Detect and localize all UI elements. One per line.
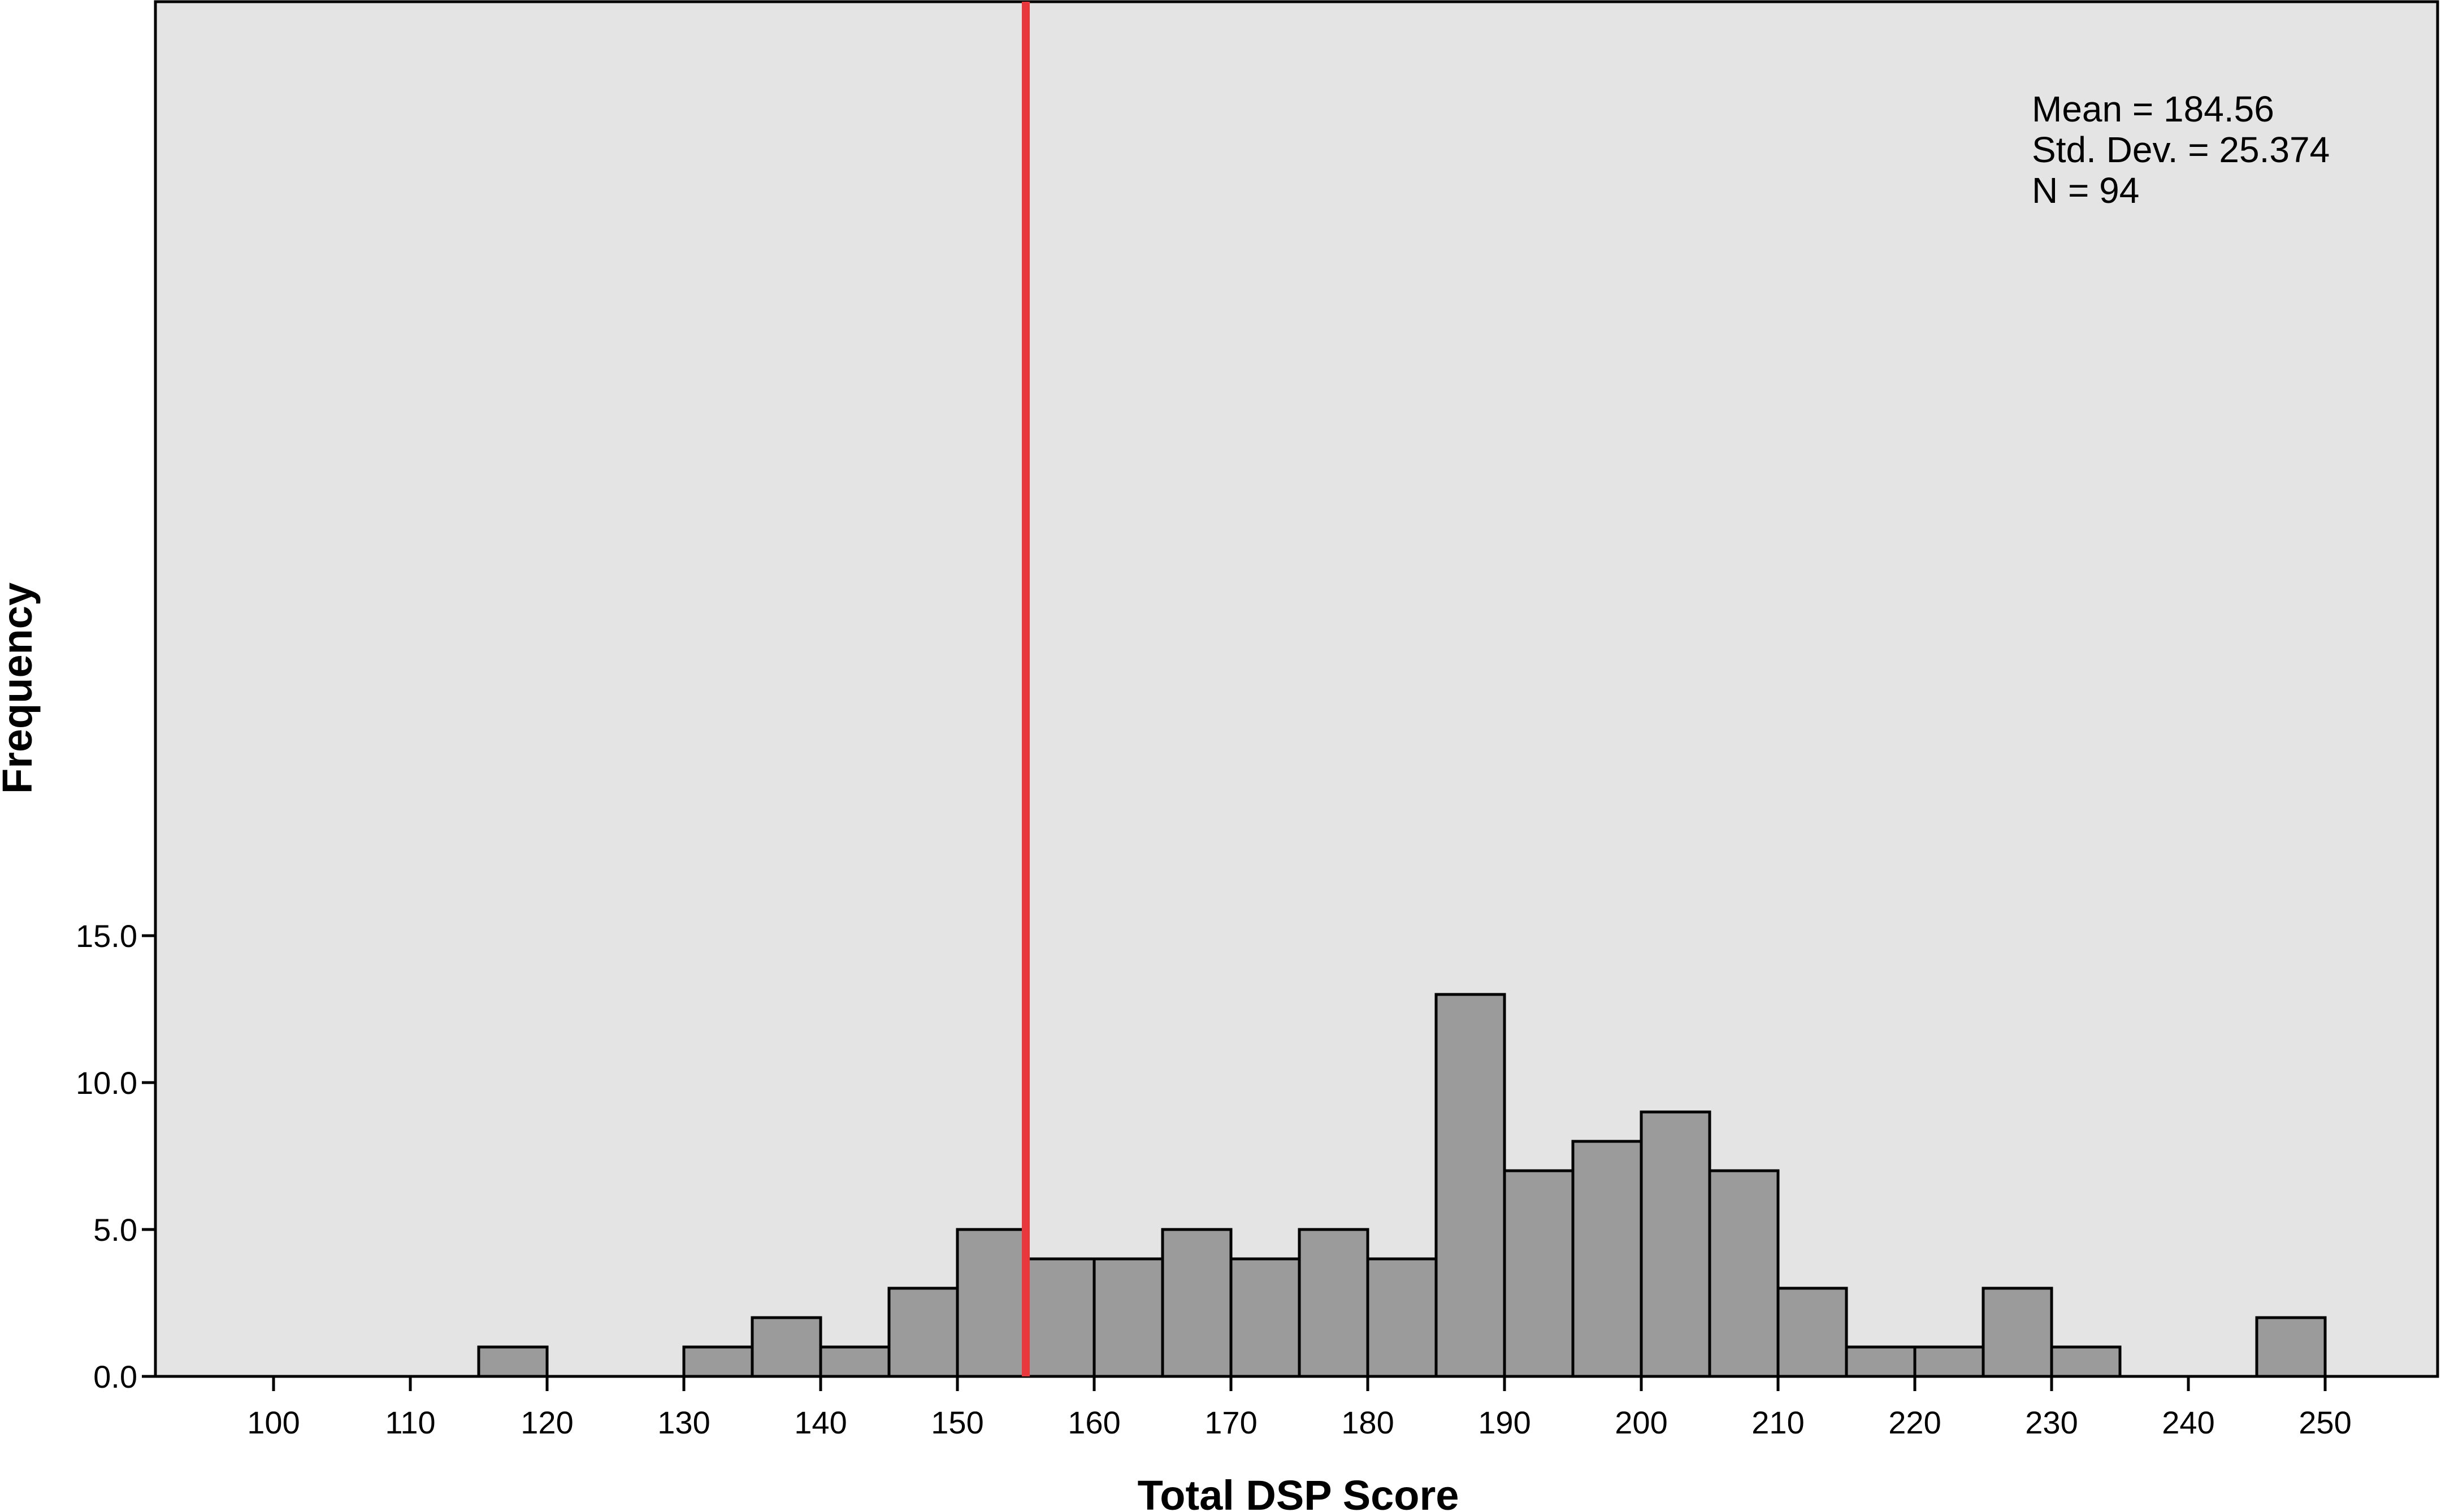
x-tick-label: 200: [1615, 1405, 1667, 1440]
x-tick-label: 250: [2299, 1405, 2351, 1440]
histogram-bar: [1024, 1257, 1096, 1378]
x-axis: 100 110 120 130 140 150 160 170 180 190 200 210 220 2…: [247, 1376, 2352, 1440]
histogram-bar: [1640, 1110, 1711, 1378]
x-tick-label: 220: [1888, 1405, 1941, 1440]
x-tick-label: 170: [1204, 1405, 1257, 1440]
stat-std-dev: Std. Dev. = 25.374: [2032, 129, 2330, 170]
y-tick-label: 0.0: [93, 1359, 137, 1394]
histogram-bar: [2050, 1345, 2122, 1378]
statistics-box: Mean = 184.56 Std. Dev. = 25.374 N = 94: [2032, 89, 2330, 211]
histogram-bar: [1503, 1169, 1575, 1378]
histogram-bars: [477, 993, 2327, 1378]
histogram-bar: [1434, 993, 1506, 1378]
x-tick-label: 180: [1341, 1405, 1394, 1440]
x-tick-label: 140: [794, 1405, 847, 1440]
histogram-bar: [887, 1287, 959, 1378]
stat-mean: Mean = 184.56: [2032, 89, 2274, 129]
histogram-bar: [1708, 1169, 1780, 1378]
histogram-bar: [819, 1345, 891, 1378]
x-tick-label: 100: [247, 1405, 300, 1440]
histogram-bar: [2255, 1316, 2327, 1378]
histogram-bar: [1571, 1140, 1643, 1378]
histogram-bar: [751, 1316, 822, 1378]
plot-area: [154, 0, 2439, 1378]
stat-n: N = 94: [2032, 170, 2139, 211]
y-axis-title: Frequency: [0, 583, 41, 794]
y-tick-label: 15.0: [76, 918, 137, 954]
x-tick-label: 240: [2162, 1405, 2214, 1440]
histogram-bar: [1229, 1257, 1301, 1378]
x-tick-label: 110: [385, 1405, 435, 1440]
x-tick-label: 120: [521, 1405, 573, 1440]
histogram-bar: [1092, 1257, 1164, 1378]
histogram-bar: [1845, 1345, 1917, 1378]
x-tick-label: 130: [657, 1405, 710, 1440]
x-tick-label: 230: [2025, 1405, 2078, 1440]
histogram-bar: [1366, 1257, 1438, 1378]
x-tick-label: 210: [1751, 1405, 1804, 1440]
x-tick-label: 190: [1478, 1405, 1530, 1440]
x-tick-label: 160: [1068, 1405, 1120, 1440]
histogram-bar: [682, 1345, 754, 1378]
x-tick-label: 150: [931, 1405, 983, 1440]
y-axis: 0.0 5.0 10.0 15.0: [76, 918, 155, 1394]
histogram-bar: [477, 1345, 549, 1378]
histogram-bar: [1298, 1228, 1369, 1378]
histogram-bar: [1776, 1287, 1848, 1378]
x-axis-title: Total DSP Score: [1138, 1472, 1459, 1512]
histogram-bar: [956, 1228, 1027, 1378]
y-tick-label: 5.0: [93, 1212, 137, 1248]
histogram-bar: [1161, 1228, 1233, 1378]
histogram-bar: [1982, 1287, 2053, 1378]
histogram-bar: [1913, 1345, 1985, 1378]
y-tick-label: 10.0: [76, 1065, 137, 1101]
